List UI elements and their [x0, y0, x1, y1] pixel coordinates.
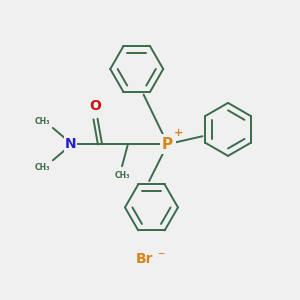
- Text: O: O: [90, 99, 101, 112]
- Text: +: +: [174, 128, 184, 138]
- Text: ⁻: ⁻: [157, 249, 164, 263]
- Text: CH₃: CH₃: [114, 172, 130, 181]
- Text: N: N: [65, 137, 76, 151]
- Text: Br: Br: [135, 252, 153, 266]
- Text: CH₃: CH₃: [34, 117, 50, 126]
- Text: CH₃: CH₃: [34, 163, 50, 172]
- Text: P: P: [162, 136, 173, 152]
